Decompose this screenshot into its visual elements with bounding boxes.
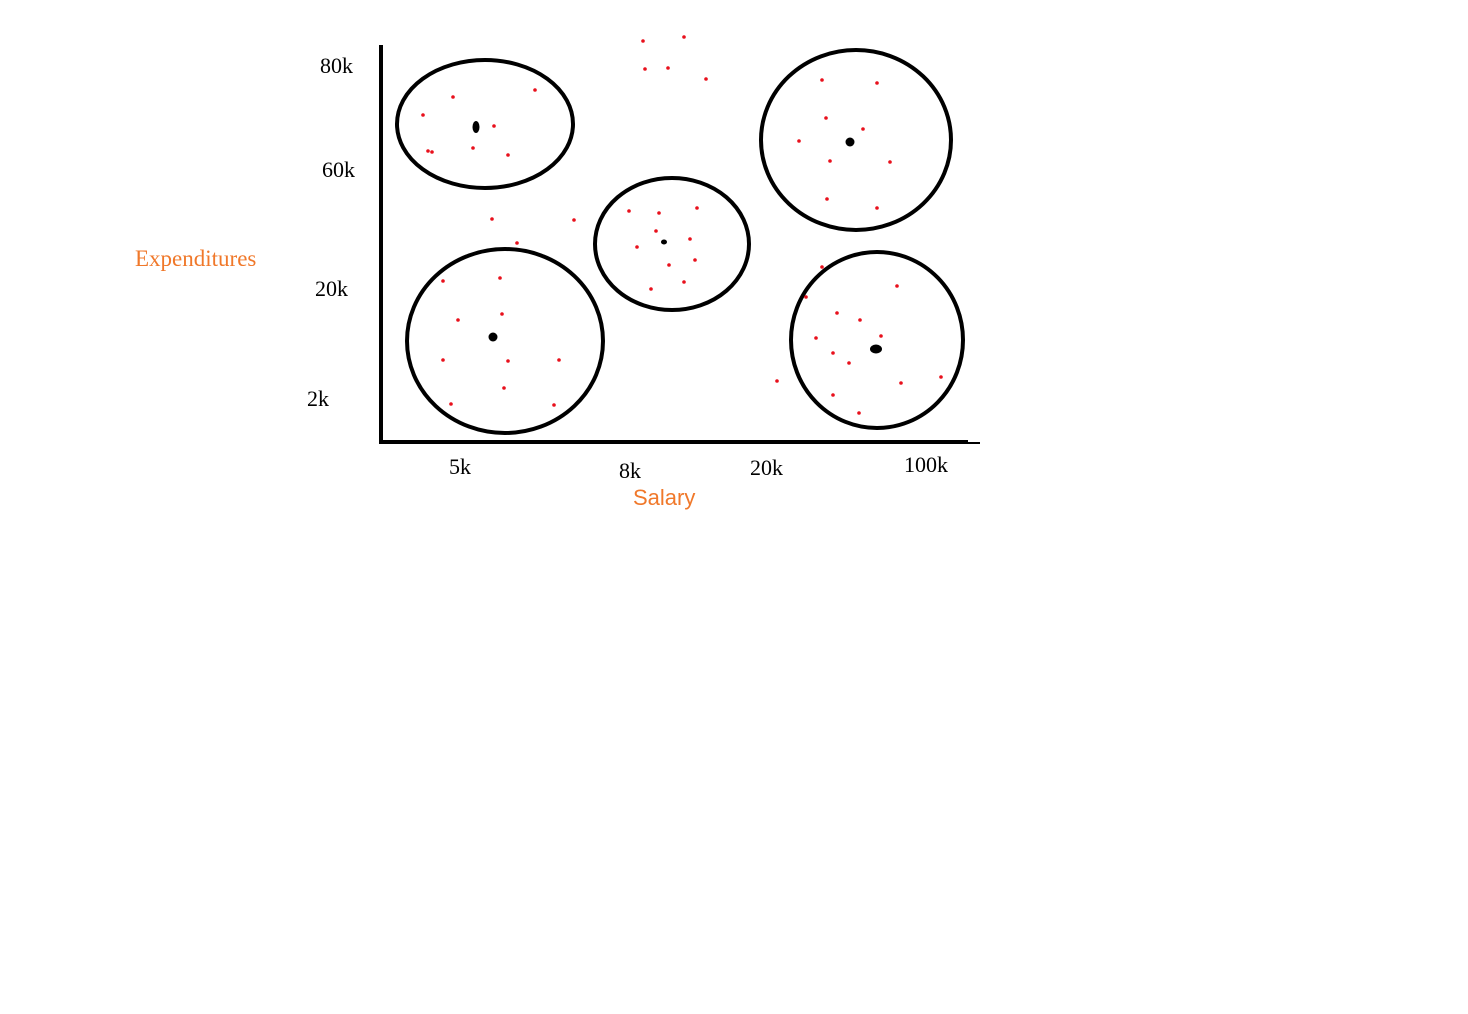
x-axis-title: Salary — [633, 485, 695, 510]
data-point — [635, 245, 639, 249]
data-point — [804, 295, 808, 299]
data-point — [533, 88, 537, 92]
data-point — [641, 39, 645, 43]
data-point — [451, 95, 455, 99]
data-point — [643, 67, 647, 71]
cluster-outline-center — [593, 176, 751, 312]
data-point — [828, 159, 832, 163]
data-point — [557, 358, 561, 362]
data-point — [506, 153, 510, 157]
data-point — [939, 375, 943, 379]
data-point — [490, 217, 494, 221]
data-points — [421, 35, 943, 415]
data-point — [506, 359, 510, 363]
data-point — [875, 206, 879, 210]
data-point — [820, 78, 824, 82]
data-point — [775, 379, 779, 383]
data-point — [421, 113, 425, 117]
cluster-outline-top-right — [759, 48, 953, 232]
data-point — [820, 265, 824, 269]
data-point — [847, 361, 851, 365]
data-point — [500, 312, 504, 316]
data-point — [831, 393, 835, 397]
data-point — [899, 381, 903, 385]
data-point — [426, 149, 430, 153]
data-point — [552, 403, 556, 407]
x-tick-label-20k: 20k — [750, 455, 783, 480]
data-point — [695, 206, 699, 210]
data-point — [492, 124, 496, 128]
y-tick-label-20k: 20k — [315, 276, 348, 301]
data-point — [857, 411, 861, 415]
data-point — [688, 237, 692, 241]
centroid-top-left — [472, 121, 480, 133]
data-point — [654, 229, 658, 233]
y-tick-label-2k: 2k — [307, 386, 329, 411]
centroid-bottom-left — [488, 332, 498, 342]
centroid-bottom-right — [870, 344, 882, 354]
data-point — [666, 66, 670, 70]
data-point — [649, 287, 653, 291]
centroid-center — [661, 239, 667, 245]
data-point — [498, 276, 502, 280]
cluster-outline-bottom-left — [405, 247, 605, 435]
data-point — [572, 218, 576, 222]
data-point — [835, 311, 839, 315]
data-point — [682, 280, 686, 284]
data-point — [858, 318, 862, 322]
data-point — [502, 386, 506, 390]
data-point — [888, 160, 892, 164]
centroid-top-right — [845, 137, 855, 147]
data-point — [814, 336, 818, 340]
data-point — [861, 127, 865, 131]
data-point — [471, 146, 475, 150]
data-point — [831, 351, 835, 355]
data-point — [657, 211, 661, 215]
data-point — [430, 150, 434, 154]
data-point — [704, 77, 708, 81]
data-point — [441, 358, 445, 362]
data-point — [682, 35, 686, 39]
data-point — [879, 334, 883, 338]
x-tick-label-100k: 100k — [904, 452, 948, 477]
data-point — [515, 241, 519, 245]
data-point — [824, 116, 828, 120]
y-tick-label-80k: 80k — [320, 53, 353, 78]
data-point — [825, 197, 829, 201]
data-point — [895, 284, 899, 288]
data-point — [797, 139, 801, 143]
data-point — [441, 279, 445, 283]
x-tick-label-5k: 5k — [449, 454, 471, 479]
data-point — [693, 258, 697, 262]
data-point — [449, 402, 453, 406]
x-tick-label-8k: 8k — [619, 458, 641, 483]
data-point — [456, 318, 460, 322]
data-point — [875, 81, 879, 85]
cluster-outline-top-left — [395, 58, 575, 190]
cluster-outline-bottom-right — [789, 250, 965, 430]
y-tick-label-60k: 60k — [322, 157, 355, 182]
y-axis-title: Expenditures — [135, 246, 256, 271]
data-point — [667, 263, 671, 267]
data-point — [627, 209, 631, 213]
